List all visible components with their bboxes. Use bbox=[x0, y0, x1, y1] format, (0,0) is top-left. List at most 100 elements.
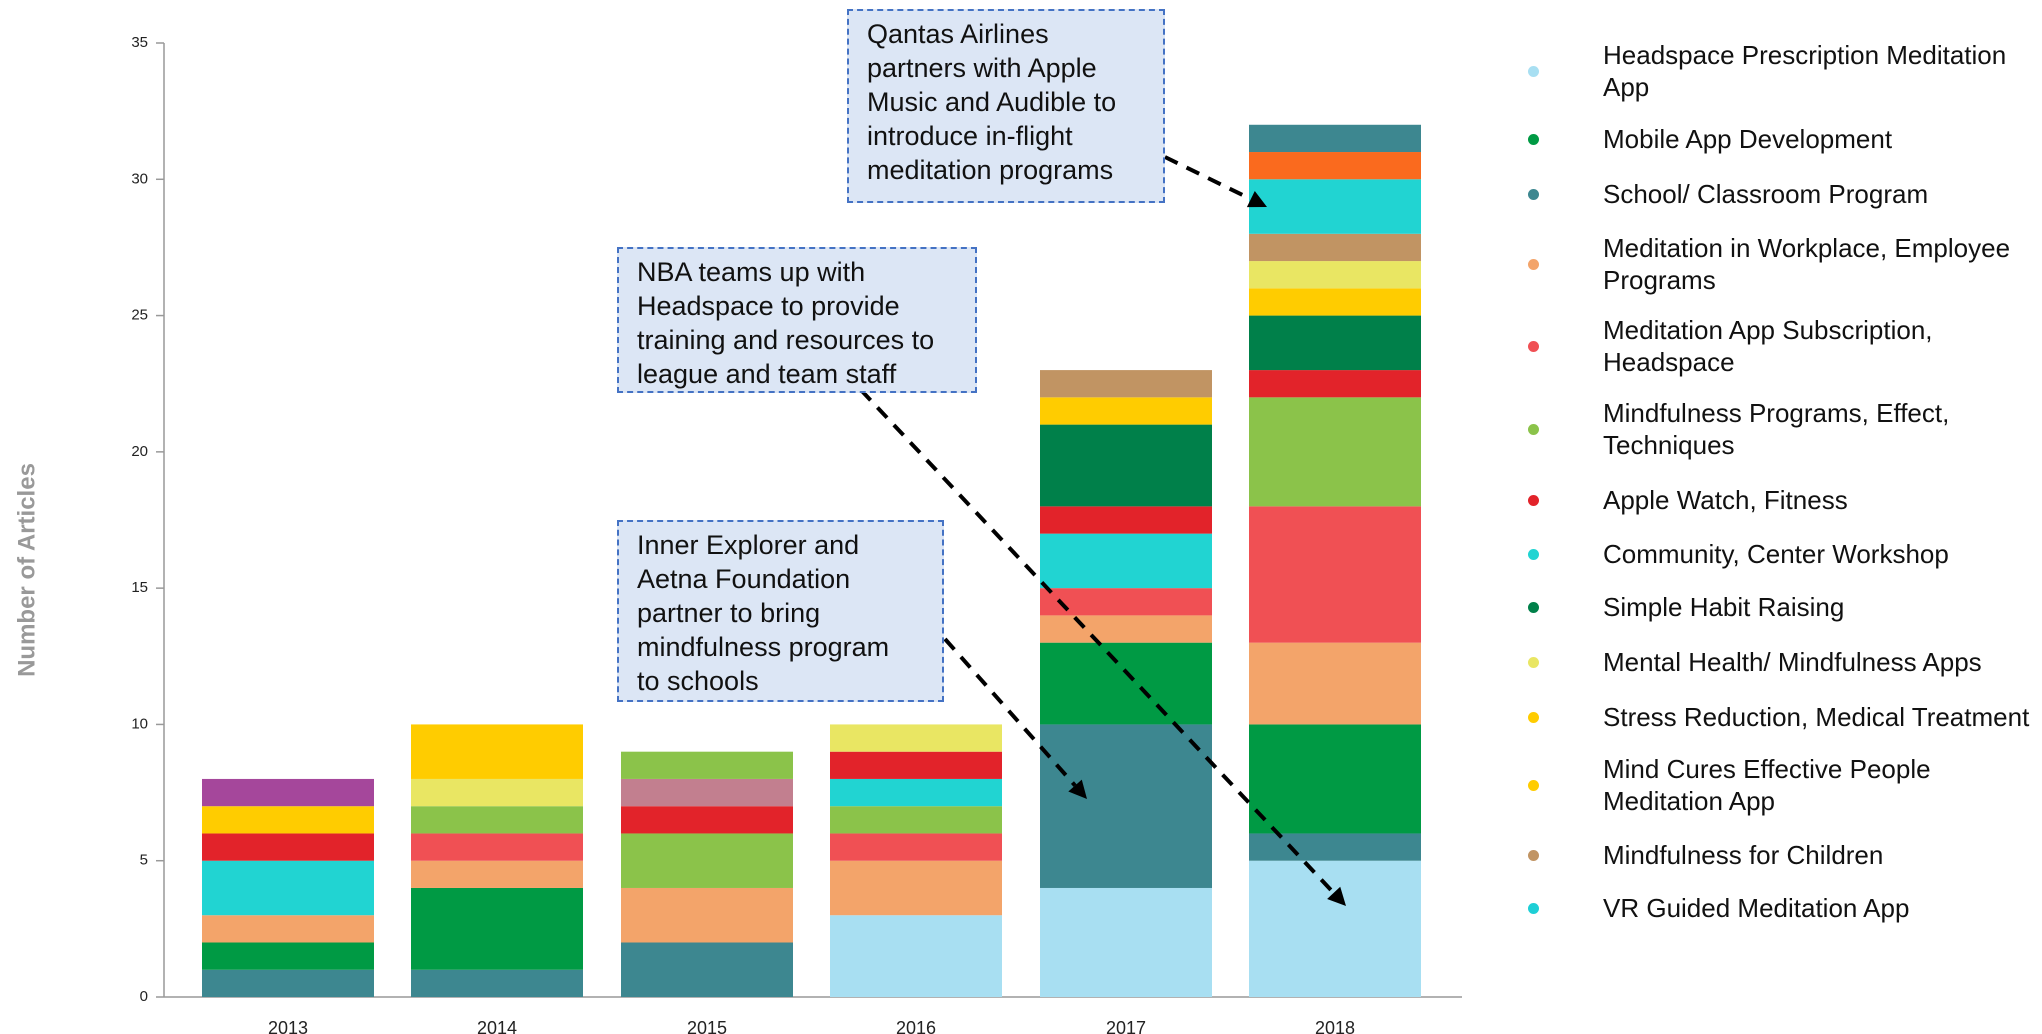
legend-label: VR Guided Meditation App bbox=[1603, 893, 1910, 923]
annotation-arrow bbox=[943, 637, 1077, 787]
legend-label: Mobile App Development bbox=[1603, 124, 1893, 154]
bar-segment bbox=[621, 778, 793, 807]
y-tick-label: 25 bbox=[131, 307, 148, 324]
legend-label: Meditation in Workplace, Employee Progra… bbox=[1603, 233, 2011, 295]
legend-marker bbox=[1528, 494, 1539, 506]
annotation-arrow bbox=[859, 388, 1336, 895]
y-tick-label: 35 bbox=[131, 34, 148, 51]
bar-segment bbox=[411, 887, 583, 970]
legend-marker bbox=[1528, 65, 1539, 77]
bar-segment bbox=[411, 860, 583, 888]
x-tick-label: 2017 bbox=[1106, 1018, 1146, 1034]
legend-marker bbox=[1528, 340, 1539, 352]
legend-marker bbox=[1528, 133, 1539, 145]
legend-label: Stress Reduction, Medical Treatment bbox=[1603, 702, 2030, 732]
legend-marker bbox=[1528, 711, 1539, 723]
bar-segment bbox=[411, 833, 583, 861]
legend-marker bbox=[1528, 779, 1539, 791]
legend-item: VR Guided Meditation App bbox=[1520, 876, 2035, 940]
annotation-line: Music and Audible to bbox=[867, 87, 1117, 117]
legend-label: Community, Center Workshop bbox=[1603, 539, 1949, 569]
annotation-box: Qantas Airlines partners with Apple Music … bbox=[847, 9, 1165, 203]
bar-segment bbox=[202, 969, 374, 997]
x-tick-label: 2018 bbox=[1315, 1018, 1355, 1034]
legend-item: Headspace Prescription Meditation App bbox=[1520, 39, 2035, 103]
bar-segment bbox=[202, 942, 374, 970]
bar-segment bbox=[1249, 152, 1421, 180]
bar-segment bbox=[1249, 724, 1421, 834]
bar-segment bbox=[1040, 724, 1212, 888]
legend-marker bbox=[1528, 902, 1539, 914]
bar-segment bbox=[1249, 315, 1421, 371]
legend-item: School/ Classroom Program bbox=[1520, 162, 2035, 226]
annotation-box: NBA teams up with Headspace to provide tra… bbox=[617, 247, 977, 393]
annotation-line: meditation programs bbox=[867, 155, 1114, 185]
bar-segment bbox=[621, 887, 793, 943]
legend-label: Simple Habit Raising bbox=[1603, 592, 1845, 622]
bar-segment bbox=[830, 724, 1002, 752]
legend-label: School/ Classroom Program bbox=[1603, 179, 1929, 209]
bar-segment bbox=[1249, 261, 1421, 289]
bar-segment bbox=[830, 915, 1002, 997]
bar-segment bbox=[1040, 424, 1212, 507]
x-tick-label: 2015 bbox=[687, 1018, 727, 1034]
bar-segment bbox=[1040, 506, 1212, 534]
bar-segment bbox=[830, 806, 1002, 834]
bar-segment bbox=[1040, 397, 1212, 425]
legend-label: Mindfulness Programs, Effect, Techniques bbox=[1603, 398, 1950, 460]
bar-segment bbox=[1249, 642, 1421, 725]
bar-segment bbox=[830, 751, 1002, 779]
legend-item: Apple Watch, Fitness bbox=[1520, 468, 2035, 532]
annotation-line: Qantas Airlines bbox=[867, 19, 1049, 49]
bar-segment bbox=[830, 778, 1002, 807]
bar-segment bbox=[1249, 506, 1421, 643]
annotation-line: training and resources to bbox=[637, 325, 935, 355]
bar-segment bbox=[1249, 124, 1421, 153]
bar-segment bbox=[1249, 397, 1421, 507]
legend-item: Mindfulness for Children bbox=[1520, 823, 2035, 887]
x-tick-label: 2013 bbox=[268, 1018, 308, 1034]
legend-item: Mindfulness Programs, Effect, Techniques bbox=[1520, 397, 2035, 461]
legend-item: Mobile App Development bbox=[1520, 107, 2035, 171]
bar-segment bbox=[621, 833, 793, 888]
y-tick-label: 5 bbox=[140, 852, 148, 869]
bar-segment bbox=[202, 860, 374, 916]
y-tick-label: 10 bbox=[131, 715, 148, 732]
legend-marker bbox=[1528, 423, 1539, 435]
bar-segment bbox=[411, 724, 583, 779]
legend-marker bbox=[1528, 188, 1539, 200]
legend-item: Stress Reduction, Medical Treatment bbox=[1520, 685, 2035, 749]
legend-marker bbox=[1528, 601, 1539, 613]
bar-segment bbox=[1249, 233, 1421, 262]
legend-item: Mental Health/ Mindfulness Apps bbox=[1520, 630, 2035, 694]
bar-segment bbox=[411, 778, 583, 807]
bar-segment bbox=[1249, 288, 1421, 316]
bar-segment bbox=[411, 969, 583, 997]
bar-segment bbox=[621, 942, 793, 997]
bar-segment bbox=[621, 751, 793, 779]
bar-segment bbox=[1249, 860, 1421, 997]
y-tick-label: 30 bbox=[131, 170, 148, 187]
bar-segment bbox=[1040, 615, 1212, 643]
legend-marker bbox=[1528, 849, 1539, 861]
x-tick-label: 2016 bbox=[896, 1018, 936, 1034]
annotation-line: league and team staff bbox=[637, 359, 897, 389]
bar-segment bbox=[1040, 533, 1212, 589]
annotation-line: introduce in-flight bbox=[867, 121, 1073, 151]
annotation-line: mindfulness program bbox=[637, 632, 890, 662]
legend-item: Meditation App Subscription, Headspace bbox=[1520, 314, 2035, 378]
annotation-arrow bbox=[1164, 155, 1252, 201]
annotation-line: Aetna Foundation bbox=[637, 564, 851, 594]
legend-item: Mind Cures Effective People Meditation A… bbox=[1520, 753, 2035, 817]
bar-segment bbox=[202, 778, 374, 807]
annotation-box: Inner Explorer and Aetna Foundation partne… bbox=[617, 520, 944, 702]
annotation-line: Inner Explorer and bbox=[637, 530, 860, 560]
bar-segment bbox=[621, 806, 793, 834]
annotation-line: partners with Apple bbox=[867, 53, 1097, 83]
legend-label: Mindfulness for Children bbox=[1603, 840, 1884, 870]
bar-segment bbox=[411, 806, 583, 834]
annotation-line: partner to bring bbox=[637, 598, 821, 628]
y-tick-label: 15 bbox=[131, 579, 148, 596]
legend-marker bbox=[1528, 258, 1539, 270]
